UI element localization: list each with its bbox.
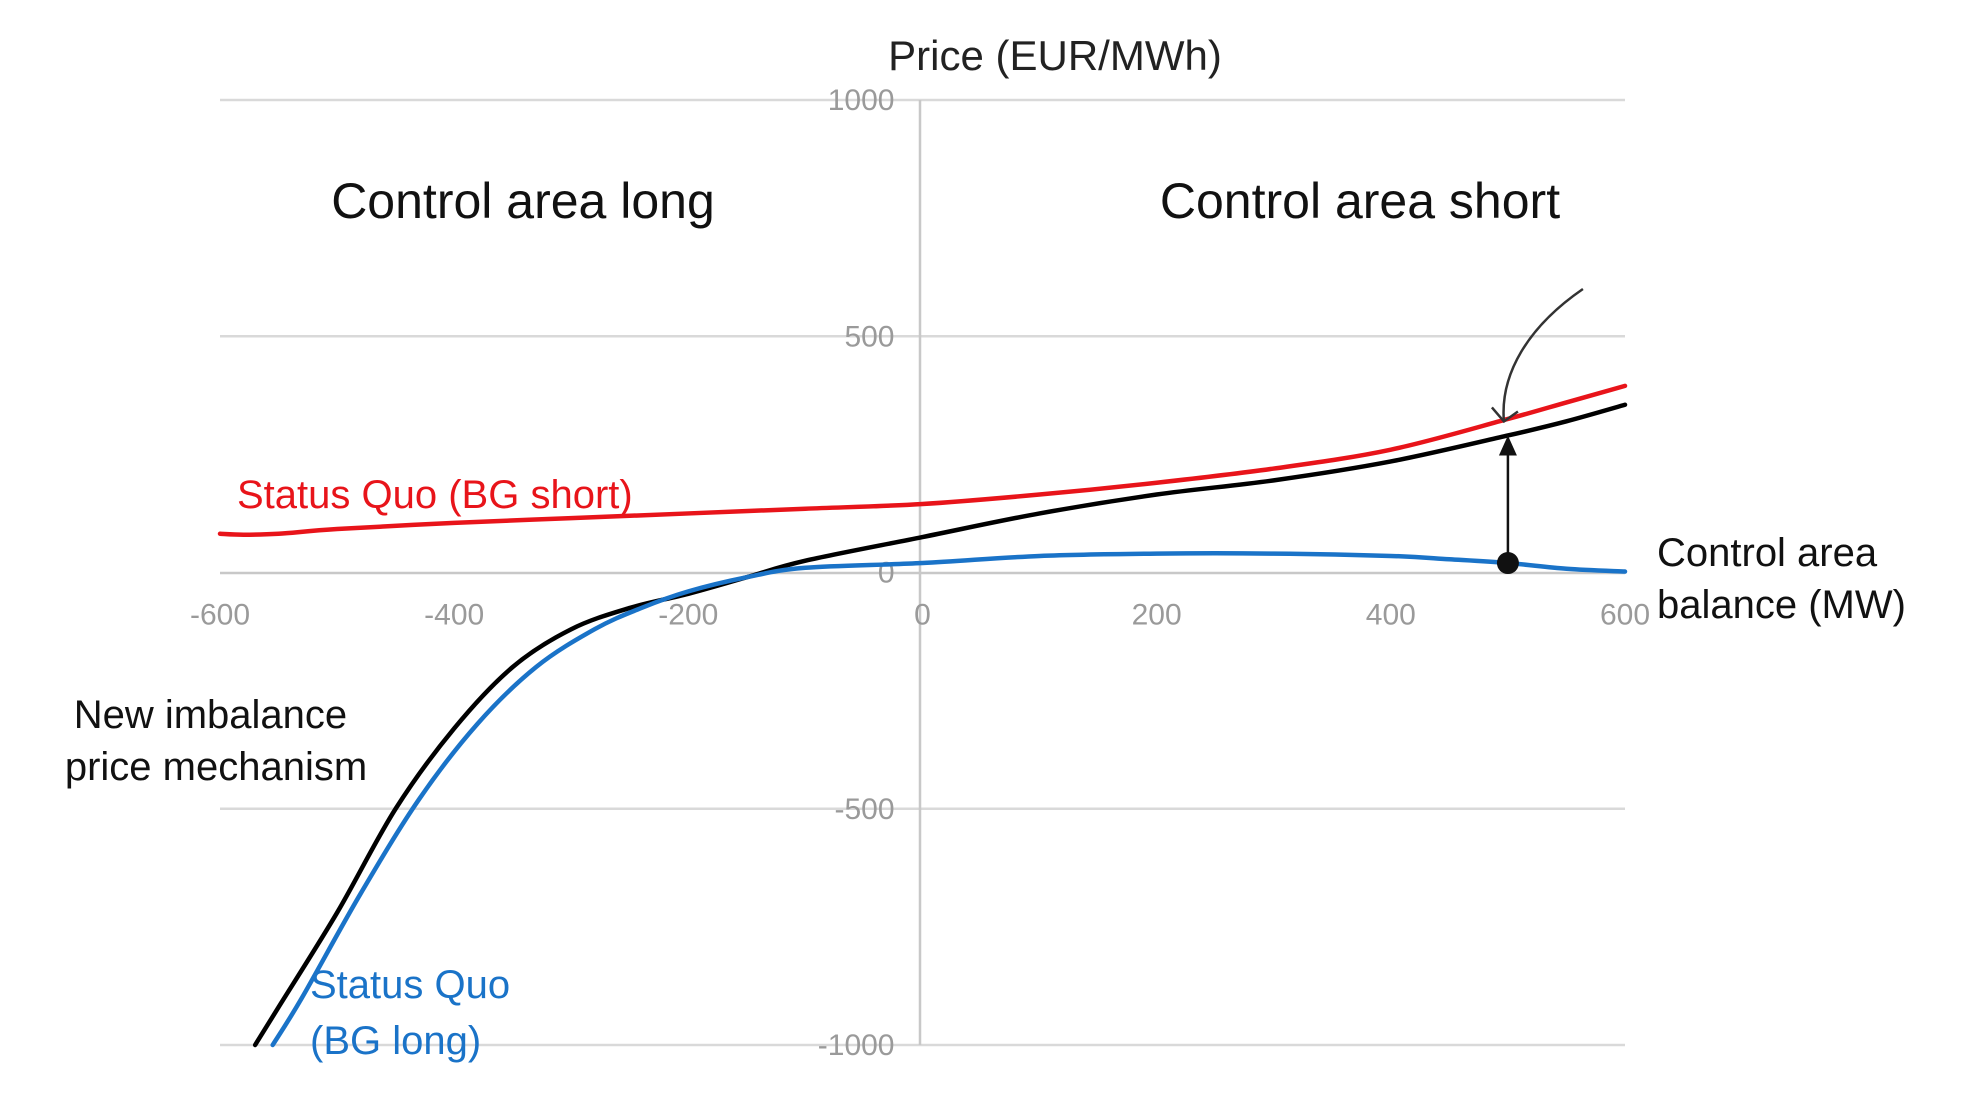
x-tick-label: -200 xyxy=(658,599,718,632)
x-tick-label: 0 xyxy=(914,599,931,632)
x-axis-label: Control area balance (MW) xyxy=(1657,531,1906,627)
y-tick-label: -500 xyxy=(834,793,894,826)
series-lines xyxy=(217,383,1628,1048)
series-line-status-quo-short xyxy=(217,383,1628,537)
x-tick-label: 600 xyxy=(1600,599,1650,632)
x-tick-label: -400 xyxy=(424,599,484,632)
y-tick-label: 0 xyxy=(878,557,895,590)
y-tick-label: 1000 xyxy=(828,84,895,117)
x-tick-label: -600 xyxy=(190,599,250,632)
region-label-long: Control area long xyxy=(331,173,715,229)
x-tick-label: 200 xyxy=(1132,599,1182,632)
series-line-status-quo-long xyxy=(270,551,1628,1048)
y-tick-label: -1000 xyxy=(818,1029,895,1062)
pointer-arrow xyxy=(1502,287,1584,422)
x-tick-label: 400 xyxy=(1366,599,1416,632)
marker-arrow xyxy=(1490,287,1584,575)
region-label-short: Control area short xyxy=(1160,173,1560,229)
y-axis-label: Price (EUR/MWh) xyxy=(888,32,1222,79)
series-label-new-mechanism: New imbalance price mechanism xyxy=(65,693,367,789)
marker-point xyxy=(1496,552,1519,575)
series-label-status-quo-short: Status Quo (BG short) xyxy=(237,473,633,517)
gridlines xyxy=(220,98,1625,1047)
axes xyxy=(220,100,1625,1045)
series-label-status-quo-long: Status Quo (BG long) xyxy=(310,963,521,1063)
y-tick-label: 500 xyxy=(844,320,894,353)
marker-arrow-head xyxy=(1498,435,1517,456)
pointer-arrow-head xyxy=(1490,406,1519,424)
